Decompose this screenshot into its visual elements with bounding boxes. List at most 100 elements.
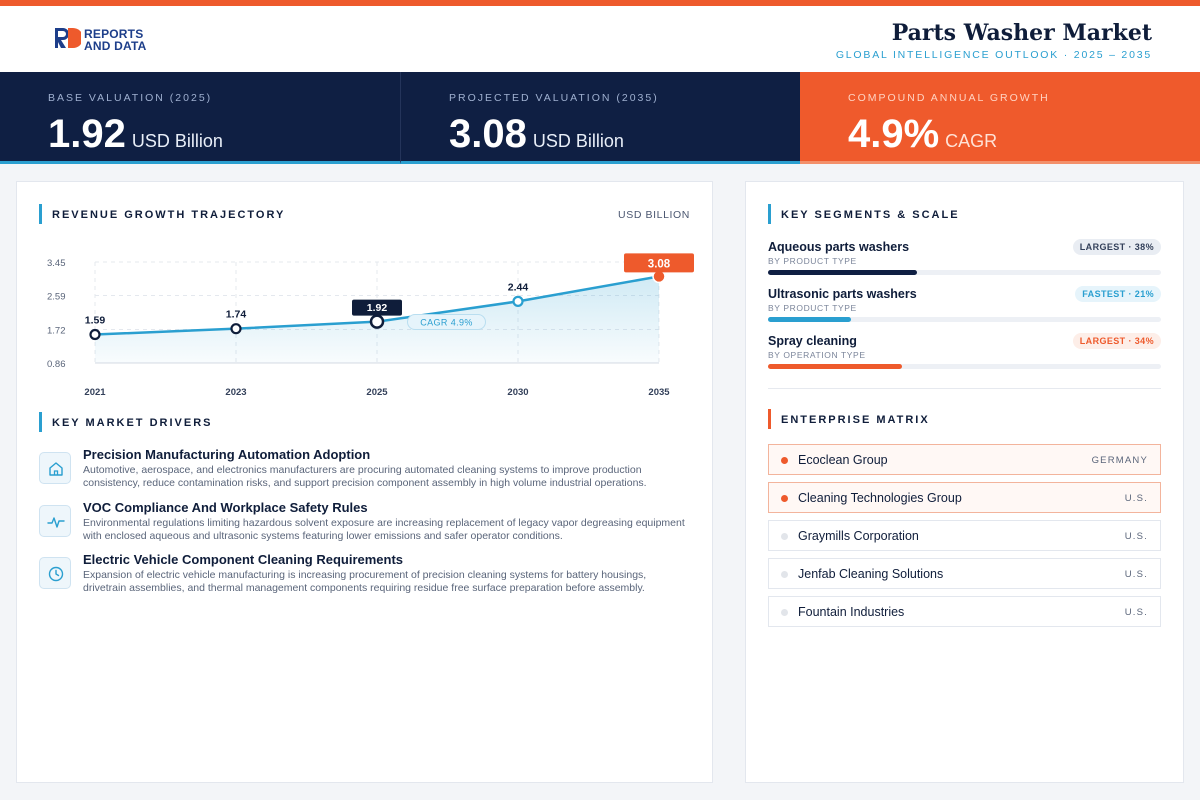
driver-title: Electric Vehicle Component Cleaning Requ… [83, 552, 404, 567]
pulse-icon [39, 505, 71, 537]
logo-wordmark: REPORTS AND DATA [84, 28, 146, 52]
brand-logo[interactable]: RD REPORTS AND DATA [55, 26, 175, 56]
right-panel: KEY SEGMENTS & SCALE Aqueous parts washe… [745, 181, 1184, 783]
segment-share-fill [768, 270, 918, 275]
driver-title: Precision Manufacturing Automation Adopt… [83, 447, 371, 462]
segment-share-track [768, 364, 1161, 369]
logo-mark-icon: RD [55, 28, 83, 48]
data-point [230, 323, 242, 335]
base-value-callout [352, 299, 402, 316]
enterprise-section-title: ENTERPRISE MATRIX [768, 409, 930, 429]
segment-share-track [768, 270, 1161, 275]
kpi-value: 4.9% [848, 112, 940, 156]
kpi-label: COMPOUND ANNUAL GROWTH [848, 92, 1050, 104]
revenue-line-chart: 3.45 2.59 1.72 0.86 2021 2023 2025 2030 2035 1.59… [47, 253, 694, 398]
segment-item: Ultrasonic parts washers BY PRODUCT TYPE F… [768, 286, 1161, 323]
home-icon [39, 452, 71, 484]
x-tick-label: 2023 [225, 387, 246, 398]
x-tick-label: 2025 [366, 387, 388, 398]
segment-name: Aqueous parts washers [768, 240, 910, 254]
data-label: 3.08 [648, 258, 671, 270]
enterprise-row[interactable]: Fountain Industries U.S. [768, 596, 1161, 627]
kpi-projected-valuation: PROJECTED VALUATION (2035) 3.08 USD Billi… [400, 72, 800, 164]
segment-name: Spray cleaning [768, 334, 857, 348]
segment-item: Spray cleaning BY OPERATION TYPE LARGEST ·… [768, 333, 1161, 370]
revenue-section-title: REVENUE GROWTH TRAJECTORY [39, 204, 285, 224]
driver-description: Automotive, aerospace, and electronics m… [83, 464, 647, 489]
kpi-unit: USD Billion [131, 131, 223, 151]
segment-category: BY PRODUCT TYPE [768, 256, 857, 266]
status-dot [781, 533, 788, 540]
company-country: U.S. [1124, 493, 1148, 504]
end-value-callout [624, 253, 694, 273]
header: RD REPORTS AND DATA Parts Washer Market … [0, 6, 1200, 72]
company-name: Fountain Industries [798, 605, 905, 619]
company-country: U.S. [1124, 607, 1148, 618]
x-tick-label: 2021 [84, 387, 106, 398]
segment-badge: LARGEST · 34% [1072, 333, 1161, 349]
driver-description: Expansion of electric vehicle manufactur… [83, 569, 647, 594]
enterprise-row[interactable]: Ecoclean Group GERMANY [768, 444, 1161, 475]
segment-category: BY PRODUCT TYPE [768, 303, 857, 313]
segment-share-track [768, 317, 1161, 322]
drivers-section-title: KEY MARKET DRIVERS [39, 412, 212, 432]
data-label: 2.44 [508, 281, 529, 293]
company-country: U.S. [1124, 569, 1148, 580]
kpi-strip: BASE VALUATION (2025) 1.92 USD Billion PR… [0, 72, 1200, 164]
enterprise-row[interactable]: Graymills Corporation U.S. [768, 520, 1161, 551]
company-country: U.S. [1124, 531, 1148, 542]
kpi-value: 1.92 [48, 112, 126, 156]
driver-title: VOC Compliance And Workplace Safety Rule… [83, 500, 368, 515]
status-dot [781, 457, 788, 464]
company-name: Cleaning Technologies Group [798, 491, 962, 505]
segment-item: Aqueous parts washers BY PRODUCT TYPE LARG… [768, 239, 1161, 276]
logo-line-1: REPORTS [84, 27, 144, 41]
kpi-base-valuation: BASE VALUATION (2025) 1.92 USD Billion [0, 72, 400, 164]
y-tick-label: 1.72 [47, 325, 66, 336]
segment-share-fill [768, 364, 902, 369]
status-dot [781, 609, 788, 616]
company-country: GERMANY [1091, 455, 1148, 466]
x-tick-label: 2035 [648, 387, 670, 398]
top-accent-bar [0, 0, 1200, 6]
y-tick-label: 0.86 [47, 359, 66, 370]
segment-badge: FASTEST · 21% [1075, 286, 1161, 302]
left-panel: REVENUE GROWTH TRAJECTORY USD BILLION 3.… [16, 181, 713, 783]
status-dot [781, 571, 788, 578]
kpi-unit: CAGR [945, 131, 998, 151]
segment-badge: LARGEST · 38% [1072, 239, 1161, 255]
page-title: Parts Washer Market [891, 20, 1152, 46]
x-tick-label: 2030 [507, 387, 528, 398]
status-dot [781, 495, 788, 502]
segment-name: Ultrasonic parts washers [768, 287, 917, 301]
data-point [512, 295, 524, 307]
kpi-label: PROJECTED VALUATION (2035) [449, 92, 659, 104]
data-label: 1.92 [367, 302, 388, 314]
driver-description: Environmental regulations limiting hazar… [83, 517, 685, 542]
cagr-annotation-pill [407, 314, 486, 331]
company-name: Jenfab Cleaning Solutions [798, 567, 944, 581]
series-area [95, 276, 659, 363]
page-subtitle: GLOBAL INTELLIGENCE OUTLOOK · 2025 – 203… [835, 49, 1152, 61]
clock-icon [39, 557, 71, 589]
data-point [89, 328, 101, 341]
segment-category: BY OPERATION TYPE [768, 350, 866, 360]
data-point [369, 314, 385, 329]
segment-share-fill [768, 317, 851, 322]
section-divider [768, 388, 1161, 389]
kpi-value: 3.08 [449, 112, 527, 156]
kpi-unit: USD Billion [532, 131, 624, 151]
y-tick-label: 3.45 [47, 258, 66, 269]
cagr-annotation: CAGR 4.9% [420, 318, 473, 328]
company-name: Graymills Corporation [798, 529, 919, 543]
kpi-cagr: COMPOUND ANNUAL GROWTH 4.9% CAGR [800, 72, 1200, 164]
enterprise-row[interactable]: Cleaning Technologies Group U.S. [768, 482, 1161, 513]
company-name: Ecoclean Group [798, 453, 888, 467]
segments-section-title: KEY SEGMENTS & SCALE [768, 204, 960, 224]
chart-unit-label: USD BILLION [618, 209, 690, 221]
y-tick-label: 2.59 [47, 292, 66, 303]
enterprise-row[interactable]: Jenfab Cleaning Solutions U.S. [768, 558, 1161, 589]
kpi-label: BASE VALUATION (2025) [48, 92, 213, 104]
logo-line-2: AND DATA [84, 39, 147, 53]
data-label: 1.59 [85, 315, 106, 327]
